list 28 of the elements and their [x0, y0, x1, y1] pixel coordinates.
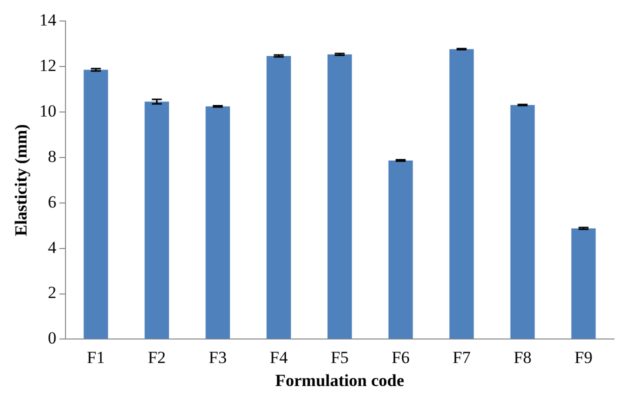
bar [571, 228, 596, 339]
y-tick-label: 14 [39, 10, 57, 30]
bar [144, 102, 170, 339]
x-axis-title: Formulation code [275, 371, 405, 390]
bar [84, 70, 108, 339]
y-tick-label: 12 [39, 56, 56, 76]
y-tick-label: 4 [48, 238, 57, 257]
x-tick-label: F7 [452, 348, 472, 367]
y-tick-label: 6 [48, 192, 56, 212]
x-tick-label: F4 [270, 348, 288, 367]
y-axis-title: Elasticity (mm) [12, 124, 31, 236]
bar [510, 105, 535, 339]
x-tick-label: F8 [514, 348, 532, 367]
x-tick-label: F2 [148, 348, 166, 367]
x-tick-label: F5 [330, 348, 349, 367]
y-tick-label: 8 [48, 146, 56, 166]
bar [266, 56, 291, 339]
x-tick-label: F9 [574, 348, 593, 367]
x-tick-label: F6 [392, 348, 410, 367]
bar [449, 49, 474, 339]
x-tick-label: F3 [208, 348, 227, 367]
y-tick-label: 2 [48, 283, 56, 302]
bar [388, 160, 413, 339]
y-tick-label: 10 [39, 102, 56, 121]
x-tick-label: F1 [86, 348, 105, 367]
y-tick-label: 0 [48, 328, 56, 348]
bar [206, 106, 230, 339]
bar [328, 54, 352, 339]
